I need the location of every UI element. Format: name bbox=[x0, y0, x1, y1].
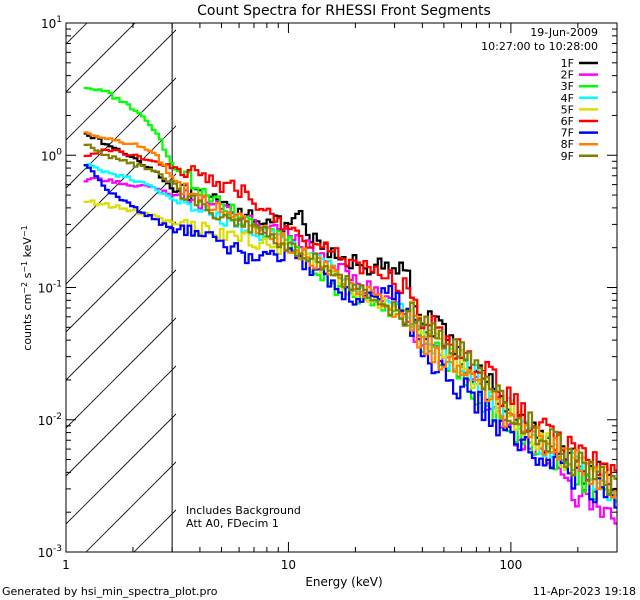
hatch-line bbox=[66, 269, 176, 381]
legend-label-8F: 8F bbox=[561, 138, 574, 151]
legend-label-6F: 6F bbox=[561, 115, 574, 128]
x-tick-label: 10 bbox=[281, 558, 296, 572]
annotation-background: Includes Background bbox=[186, 504, 301, 517]
hatch-line bbox=[66, 413, 176, 525]
y-axis-label: counts cm−2 s−1 keV−1 bbox=[20, 225, 35, 350]
hatch-line bbox=[66, 29, 176, 141]
x-tick-labels: 1 10 100 bbox=[62, 558, 522, 572]
y-tick-label: 10-3 bbox=[38, 544, 62, 560]
y-tick-label: 10-2 bbox=[38, 412, 62, 428]
y-tick-label: 101 bbox=[41, 15, 62, 31]
footer-timestamp: 11-Apr-2023 19:18 bbox=[533, 585, 636, 598]
hatched-region bbox=[66, 23, 176, 552]
legend-label-2F: 2F bbox=[561, 69, 574, 82]
series-line-9F bbox=[83, 143, 617, 496]
hatch-line bbox=[66, 365, 176, 477]
hatch-line bbox=[66, 221, 176, 333]
hatch-line bbox=[85, 461, 176, 552]
y-tick-label: 10-1 bbox=[38, 280, 62, 296]
annotation-attenuator: Att A0, FDecim 1 bbox=[186, 517, 279, 530]
legend-date: 19-Jun-2009 bbox=[530, 26, 598, 39]
hatch-line bbox=[66, 77, 176, 189]
legend-label-7F: 7F bbox=[561, 127, 574, 140]
series-line-6F bbox=[83, 148, 617, 486]
x-tick-label: 100 bbox=[499, 558, 522, 572]
series-line-5F bbox=[83, 199, 617, 499]
x-tick-label: 1 bbox=[62, 558, 70, 572]
legend-label-5F: 5F bbox=[561, 103, 574, 116]
legend-time-range: 10:27:00 to 10:28:00 bbox=[481, 40, 598, 53]
chart-title: Count Spectra for RHESSI Front Segments bbox=[197, 3, 491, 19]
legend: 19-Jun-2009 10:27:00 to 10:28:00 1F2F3F4… bbox=[481, 26, 598, 163]
legend-label-9F: 9F bbox=[561, 150, 574, 163]
legend-label-1F: 1F bbox=[561, 57, 574, 70]
axis-ticks bbox=[65, 23, 618, 553]
legend-label-4F: 4F bbox=[561, 92, 574, 105]
legend-label-3F: 3F bbox=[561, 80, 574, 93]
series-line-7F bbox=[83, 164, 617, 515]
series-layer bbox=[83, 86, 617, 537]
x-axis-label: Energy (keV) bbox=[305, 575, 382, 589]
series-line-1F bbox=[83, 132, 617, 503]
y-tick-labels: 10-3 10-2 10-1 100 101 bbox=[38, 15, 63, 560]
footer-generated-by: Generated by hsi_min_spectra_plot.pro bbox=[2, 585, 218, 598]
y-tick-label: 100 bbox=[41, 147, 62, 163]
